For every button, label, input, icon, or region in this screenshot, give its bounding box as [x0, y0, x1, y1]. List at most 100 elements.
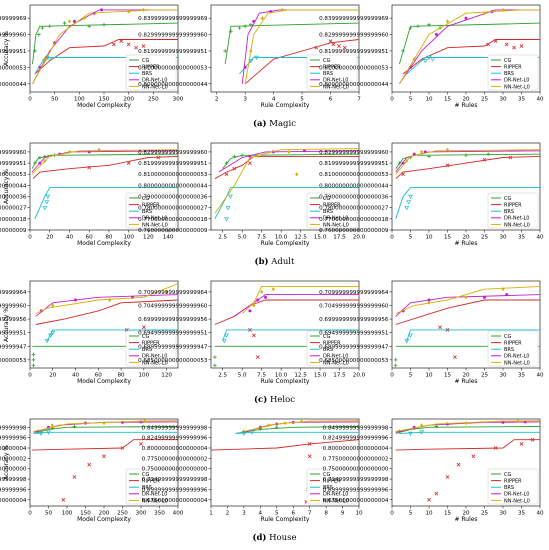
data-point: [232, 166, 237, 171]
data-point: [111, 42, 116, 47]
plot-area: [395, 147, 540, 219]
data-point: [43, 57, 47, 62]
data-point: [102, 454, 106, 459]
data-point: [87, 150, 91, 154]
y-tick-label: 0.810000000000000053: [138, 172, 208, 178]
legend-entry: CG: [142, 58, 149, 64]
series-line: [31, 149, 178, 175]
data-point: [126, 161, 131, 165]
data-point: [328, 39, 333, 43]
x-tick-label: 7.5: [257, 373, 266, 379]
x-tick-label: 12.5: [294, 373, 307, 379]
y-tick-label: 0.839999999999999969: [138, 16, 208, 22]
data-point: [408, 333, 413, 338]
data-point: [331, 42, 336, 47]
data-point: [228, 194, 233, 200]
x-tick-label: 10: [425, 235, 433, 241]
x-tick-label: 20: [462, 235, 470, 241]
plot-area: [31, 147, 178, 219]
data-point: [482, 157, 487, 162]
legend-box: [125, 330, 177, 367]
data-point: [426, 55, 432, 61]
data-point: [504, 42, 509, 47]
data-point: [50, 330, 56, 336]
legend-entry: NN-Net-L0: [323, 84, 349, 90]
series-line: [32, 9, 178, 85]
data-point: [406, 200, 412, 205]
legend-box: [125, 54, 177, 91]
x-tick-label: 15.0: [314, 235, 327, 241]
y-tick-label: 0.685000000000000053: [138, 358, 208, 364]
series-line: [46, 329, 178, 342]
data-point: [224, 333, 229, 338]
y-tick-label: 0.69999999999999996: [0, 487, 27, 493]
x-tick-label: 0: [28, 97, 32, 103]
x-tick-label: 8: [324, 511, 328, 517]
y-tick-label: 0.704999999999999960: [319, 303, 389, 309]
y-tick-label: 0.75000000000000000: [0, 467, 27, 473]
x-tick-label: 35: [518, 511, 526, 517]
data-point: [38, 155, 42, 160]
y-tick-label: 0.685000000000000053: [319, 358, 389, 364]
data-point: [87, 165, 92, 170]
data-point: [248, 161, 252, 165]
data-point: [251, 333, 256, 338]
x-tick-label: 350: [154, 511, 165, 517]
x-tick-label: 5: [409, 235, 413, 241]
plot-area: [214, 148, 359, 222]
y-tick-label: 0.770000000000000018: [319, 217, 389, 223]
x-tick-label: 0: [390, 235, 394, 241]
x-tick-label: 4: [272, 97, 276, 103]
data-point: [493, 446, 498, 450]
y-axis-label: Accuracy %: [3, 169, 10, 204]
data-point: [224, 161, 229, 165]
data-point: [223, 49, 228, 53]
data-point: [283, 421, 287, 426]
data-point: [404, 205, 410, 211]
data-point: [74, 298, 78, 302]
x-tick-label: 100: [123, 235, 134, 241]
y-tick-label: 0.689999999999999947: [0, 344, 27, 350]
y-axis-label: Accuracy %: [3, 307, 10, 342]
legend-entry: DR-Net-L0: [142, 354, 167, 360]
legend-box: [487, 330, 539, 367]
x-tick-label: 7: [357, 97, 361, 103]
data-point: [254, 55, 259, 61]
legend-entry: CG: [504, 58, 511, 64]
series-nn-net-l0: [244, 7, 359, 84]
data-point: [102, 421, 106, 426]
data-point: [453, 355, 457, 360]
x-tick-label: 60: [95, 373, 103, 379]
series-line: [399, 9, 540, 85]
legend-entry: BRS: [323, 485, 333, 491]
series-dr-net-l0: [234, 294, 359, 317]
y-tick-label: 0.72499999999999998: [323, 477, 389, 483]
x-tick-label: 250: [117, 511, 128, 517]
y-tick-label: 0.819999999999999951: [0, 161, 27, 167]
y-tick-label: 0.790000000000000036: [0, 195, 27, 201]
y-tick-label: 0.82499999999999996: [0, 436, 27, 442]
x-tick-label: 2.5: [218, 235, 227, 241]
x-tick-label: 12.5: [294, 235, 307, 241]
subplot-magic-model: 0 50 100 150 200 250 300 0.800000000000000044 0.…: [0, 4, 184, 109]
data-point: [266, 423, 271, 428]
data-point: [44, 339, 50, 344]
x-tick-label: 150: [80, 511, 91, 517]
x-tick-label: 150: [99, 97, 110, 103]
series-line: [211, 439, 359, 451]
series-dr-net-l0: [32, 8, 178, 85]
plot-area: [31, 419, 178, 502]
x-tick-label: 100: [62, 511, 73, 517]
x-tick-label: 10: [425, 97, 433, 103]
data-point: [519, 44, 524, 48]
series-ripper: [395, 155, 540, 180]
data-point: [519, 441, 524, 446]
legend-entry: DR-Net-L0: [142, 216, 167, 222]
legend-entry: NN-Net-L0: [142, 84, 168, 90]
data-point: [471, 454, 476, 459]
series-brs: [221, 329, 359, 344]
legend-box: [306, 330, 358, 367]
x-tick-label: 17.5: [333, 235, 346, 241]
data-point: [213, 355, 217, 359]
y-tick-label: 0.760000000000000009: [319, 228, 389, 234]
